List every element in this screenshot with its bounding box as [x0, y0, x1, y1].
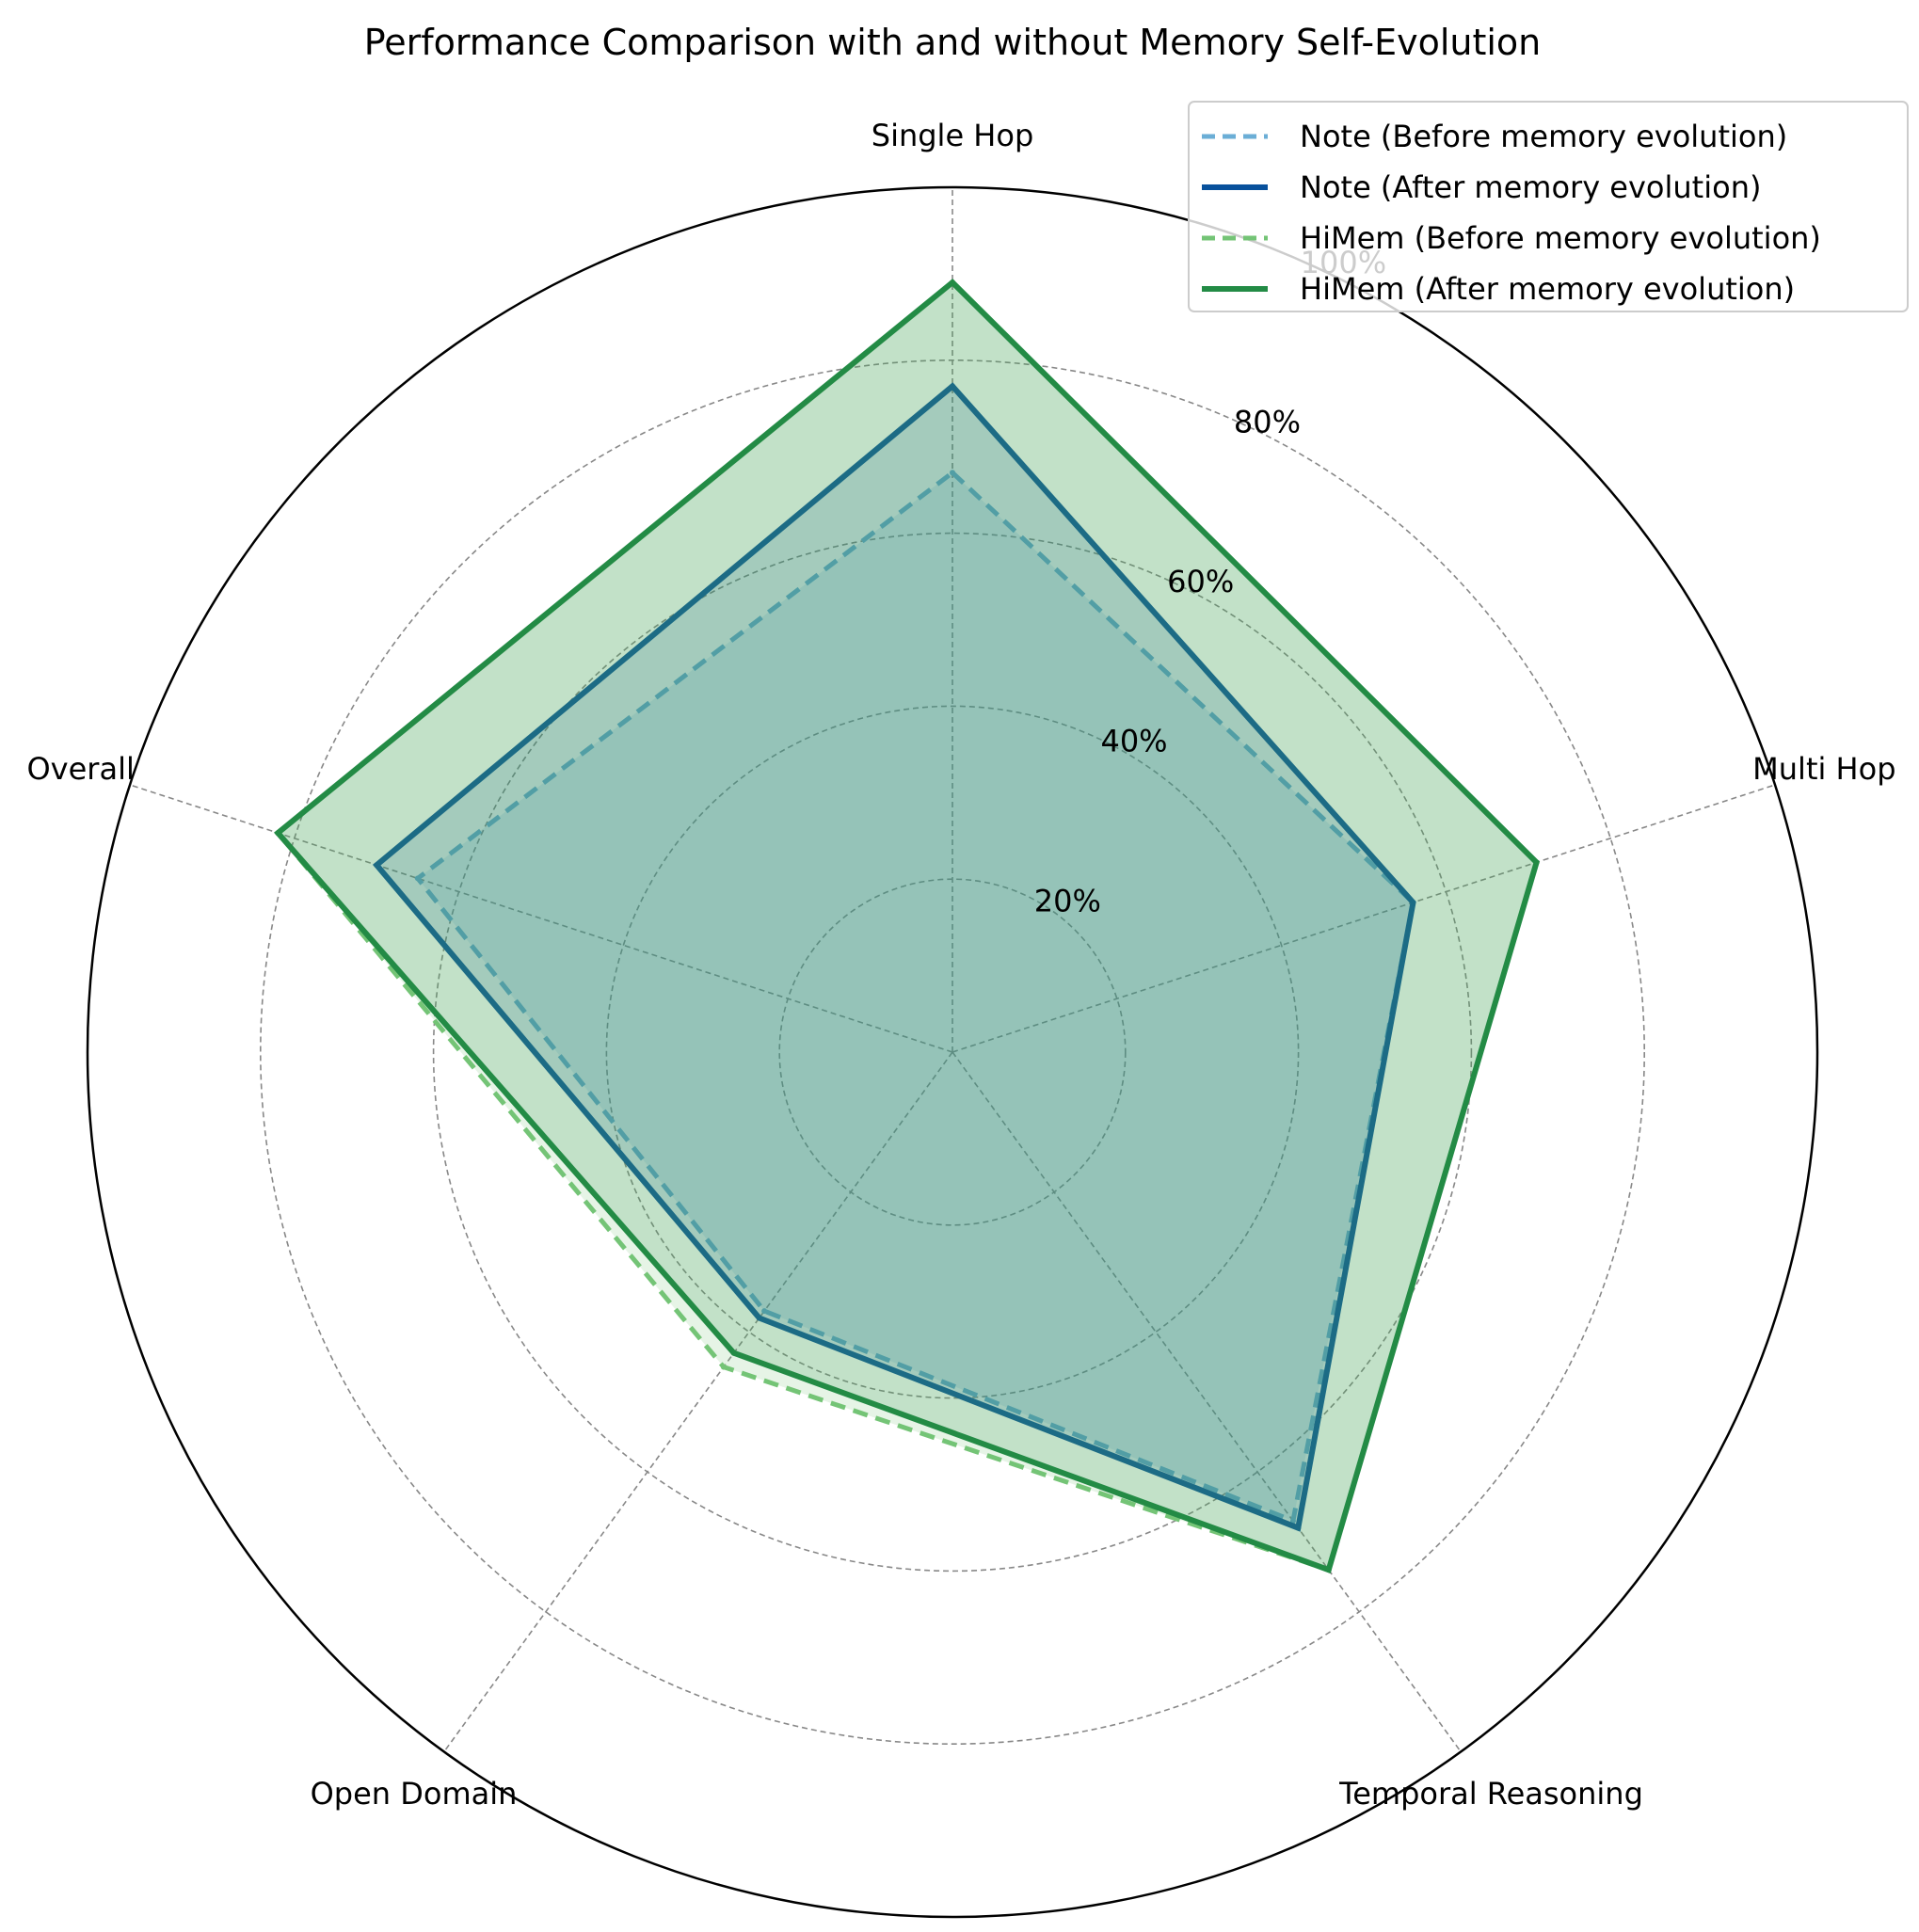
data-point — [275, 830, 281, 837]
category-label-temporal-reasoning: Temporal Reasoning — [1338, 1776, 1643, 1812]
data-point — [950, 470, 955, 476]
series-himem-after-memory-evolution — [273, 279, 1540, 1574]
category-label-open-domain: Open Domain — [311, 1776, 518, 1812]
data-point — [1289, 1518, 1296, 1525]
series-area — [417, 472, 1414, 1522]
legend-label: HiMem (After memory evolution) — [1300, 271, 1795, 307]
grid-ring — [432, 532, 1473, 1573]
data-point — [414, 875, 421, 882]
data-point — [761, 1308, 768, 1315]
category-label-overall: Overall — [26, 751, 134, 787]
data-point — [720, 1364, 727, 1370]
series-note-after-memory-evolution — [372, 382, 1416, 1532]
r-tick-label: 20% — [1034, 883, 1101, 918]
data-point — [1410, 899, 1416, 905]
legend-entry: Note (Before memory evolution) — [1202, 119, 1787, 154]
spoke-overall — [129, 784, 953, 1053]
r-tick-label: 80% — [1234, 404, 1301, 439]
series-area — [376, 386, 1414, 1528]
outer-frame — [86, 185, 1819, 1919]
spoke-open-domain — [443, 1051, 953, 1752]
data-point — [1533, 859, 1540, 866]
r-tick-label: 40% — [1100, 724, 1167, 759]
legend-entry: HiMem (After memory evolution) — [1202, 271, 1795, 307]
series-line — [414, 470, 1416, 1525]
legend-box — [1188, 101, 1909, 312]
series-line — [372, 382, 1416, 1532]
data-point — [1325, 1567, 1332, 1573]
legend-entry: HiMem (Before memory evolution) — [1202, 220, 1821, 256]
data-point — [1295, 1525, 1302, 1531]
legend-label: Note (After memory evolution) — [1300, 169, 1761, 205]
spoke-multi-hop — [952, 784, 1776, 1053]
data-point — [950, 279, 955, 286]
series-area — [278, 282, 1537, 1571]
chart-title: Performance Comparison with and without … — [364, 22, 1542, 63]
data-point — [950, 383, 955, 390]
legend-label: Note (Before memory evolution) — [1300, 119, 1787, 154]
series-area — [278, 282, 1537, 1571]
data-point — [756, 1315, 762, 1321]
category-label-multi-hop: Multi Hop — [1752, 751, 1895, 787]
legend-label: HiMem (Before memory evolution) — [1300, 220, 1821, 256]
r-tick-label: 60% — [1167, 564, 1234, 599]
series-line — [273, 279, 1540, 1574]
spoke-temporal-reasoning — [952, 1051, 1462, 1752]
category-label-single-hop: Single Hop — [872, 118, 1034, 153]
data-point — [730, 1349, 737, 1356]
grid-ring — [605, 705, 1300, 1399]
legend: Note (Before memory evolution) Note (Afte… — [1188, 101, 1909, 312]
radial-grid — [86, 185, 1819, 1919]
legend-entry: Note (After memory evolution) — [1202, 169, 1761, 205]
data-point — [374, 862, 380, 869]
series-layer — [273, 279, 1540, 1574]
